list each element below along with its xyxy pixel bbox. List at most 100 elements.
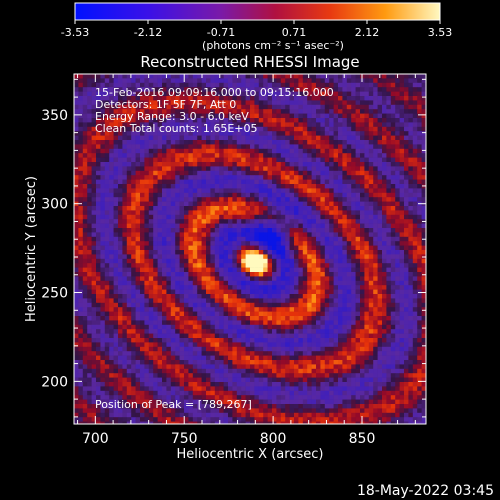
heatmap-cell bbox=[104, 324, 110, 330]
heatmap-cell bbox=[250, 241, 255, 246]
heatmap-cell bbox=[206, 298, 211, 304]
heatmap-cell bbox=[280, 311, 286, 317]
heatmap-cell bbox=[131, 131, 136, 136]
heatmap-cell bbox=[276, 228, 282, 233]
heatmap-cell bbox=[267, 258, 273, 264]
heatmap-cell bbox=[258, 241, 264, 246]
heatmap-cell bbox=[302, 96, 308, 101]
heatmap-cell bbox=[280, 210, 286, 216]
heatmap-cell bbox=[399, 241, 405, 246]
heatmap-cell bbox=[135, 329, 141, 334]
heatmap-cell bbox=[316, 280, 321, 286]
heatmap-cell bbox=[342, 241, 348, 246]
heatmap-cell bbox=[289, 170, 295, 176]
heatmap-cell bbox=[148, 184, 154, 189]
heatmap-cell bbox=[140, 342, 145, 348]
heatmap-cell bbox=[162, 294, 167, 299]
heatmap-cell bbox=[100, 96, 106, 101]
heatmap-cell bbox=[377, 140, 383, 145]
heatmap-cell bbox=[232, 126, 238, 132]
heatmap-cell bbox=[382, 316, 387, 321]
heatmap-cell bbox=[140, 166, 145, 172]
heatmap-cell bbox=[377, 96, 383, 101]
heatmap-cell bbox=[333, 245, 339, 251]
heatmap-cell bbox=[104, 118, 110, 123]
heatmap-cell bbox=[382, 236, 387, 242]
heatmap-cell bbox=[254, 338, 260, 343]
heatmap-cell bbox=[404, 302, 409, 308]
heatmap-cell bbox=[316, 250, 321, 255]
heatmap-cell bbox=[386, 272, 392, 277]
heatmap-cell bbox=[188, 206, 194, 211]
heatmap-cell bbox=[100, 135, 106, 141]
heatmap-cell bbox=[368, 338, 374, 343]
heatmap-cell bbox=[258, 214, 264, 220]
heatmap-cell bbox=[272, 188, 277, 194]
heatmap-cell bbox=[360, 241, 365, 246]
heatmap-cell bbox=[426, 153, 431, 158]
heatmap-cell bbox=[333, 320, 339, 326]
heatmap-cell bbox=[206, 342, 211, 348]
heatmap-cell bbox=[346, 210, 352, 216]
heatmap-cell bbox=[395, 316, 400, 321]
heatmap-cell bbox=[144, 276, 150, 282]
heatmap-cell bbox=[360, 188, 365, 194]
heatmap-cell bbox=[360, 324, 365, 330]
heatmap-cell bbox=[104, 179, 110, 185]
heatmap-cell bbox=[355, 245, 361, 251]
heatmap-cell bbox=[338, 201, 343, 207]
heatmap-cell bbox=[294, 214, 299, 220]
heatmap-cell bbox=[214, 342, 220, 348]
heatmap-cell bbox=[87, 109, 92, 114]
heatmap-cell bbox=[236, 184, 242, 189]
heatmap-cell bbox=[338, 324, 343, 330]
heatmap-cell bbox=[421, 214, 426, 220]
heatmap-cell bbox=[311, 104, 317, 110]
heatmap-cell bbox=[417, 294, 422, 299]
heatmap-cell bbox=[329, 126, 334, 132]
heatmap-cell bbox=[153, 307, 158, 312]
heatmap-cell bbox=[140, 289, 145, 295]
heatmap-cell bbox=[197, 148, 202, 154]
heatmap-cell bbox=[408, 272, 414, 277]
heatmap-cell bbox=[399, 140, 405, 145]
heatmap-cell bbox=[302, 126, 308, 132]
heatmap-cell bbox=[91, 236, 97, 242]
heatmap-cell bbox=[399, 320, 405, 326]
heatmap-cell bbox=[412, 175, 418, 180]
heatmap-cell bbox=[153, 316, 158, 321]
heatmap-cell bbox=[197, 131, 202, 136]
heatmap-cell bbox=[254, 197, 260, 202]
heatmap-cell bbox=[404, 96, 409, 101]
heatmap-cell bbox=[386, 285, 392, 290]
heatmap-cell bbox=[294, 109, 299, 114]
heatmap-cell bbox=[74, 140, 79, 145]
heatmap-cell bbox=[382, 118, 387, 123]
heatmap-cell bbox=[404, 144, 409, 150]
heatmap-cell bbox=[113, 166, 119, 172]
heatmap-cell bbox=[179, 82, 185, 88]
heatmap-cell bbox=[166, 280, 172, 286]
heatmap-cell bbox=[417, 184, 422, 189]
heatmap-cell bbox=[390, 333, 396, 339]
heatmap-cell bbox=[188, 333, 194, 339]
heatmap-cell bbox=[148, 201, 154, 207]
heatmap-cell bbox=[100, 122, 106, 128]
heatmap-cell bbox=[399, 109, 405, 114]
heatmap-cell bbox=[412, 214, 418, 220]
heatmap-cell bbox=[263, 166, 268, 172]
heatmap-cell bbox=[96, 100, 101, 106]
heatmap-cell bbox=[404, 179, 409, 185]
heatmap-cell bbox=[100, 162, 106, 167]
heatmap-cell bbox=[346, 263, 352, 268]
heatmap-cell bbox=[382, 197, 387, 202]
heatmap-cell bbox=[157, 254, 163, 260]
heatmap-cell bbox=[140, 135, 145, 141]
heatmap-cell bbox=[214, 197, 220, 202]
heatmap-cell bbox=[263, 206, 268, 211]
colorbar-tick-label: -0.71 bbox=[207, 26, 235, 39]
heatmap-cell bbox=[166, 311, 172, 317]
heatmap-cell bbox=[184, 135, 189, 141]
heatmap-cell bbox=[412, 82, 418, 88]
heatmap-cell bbox=[170, 276, 176, 282]
